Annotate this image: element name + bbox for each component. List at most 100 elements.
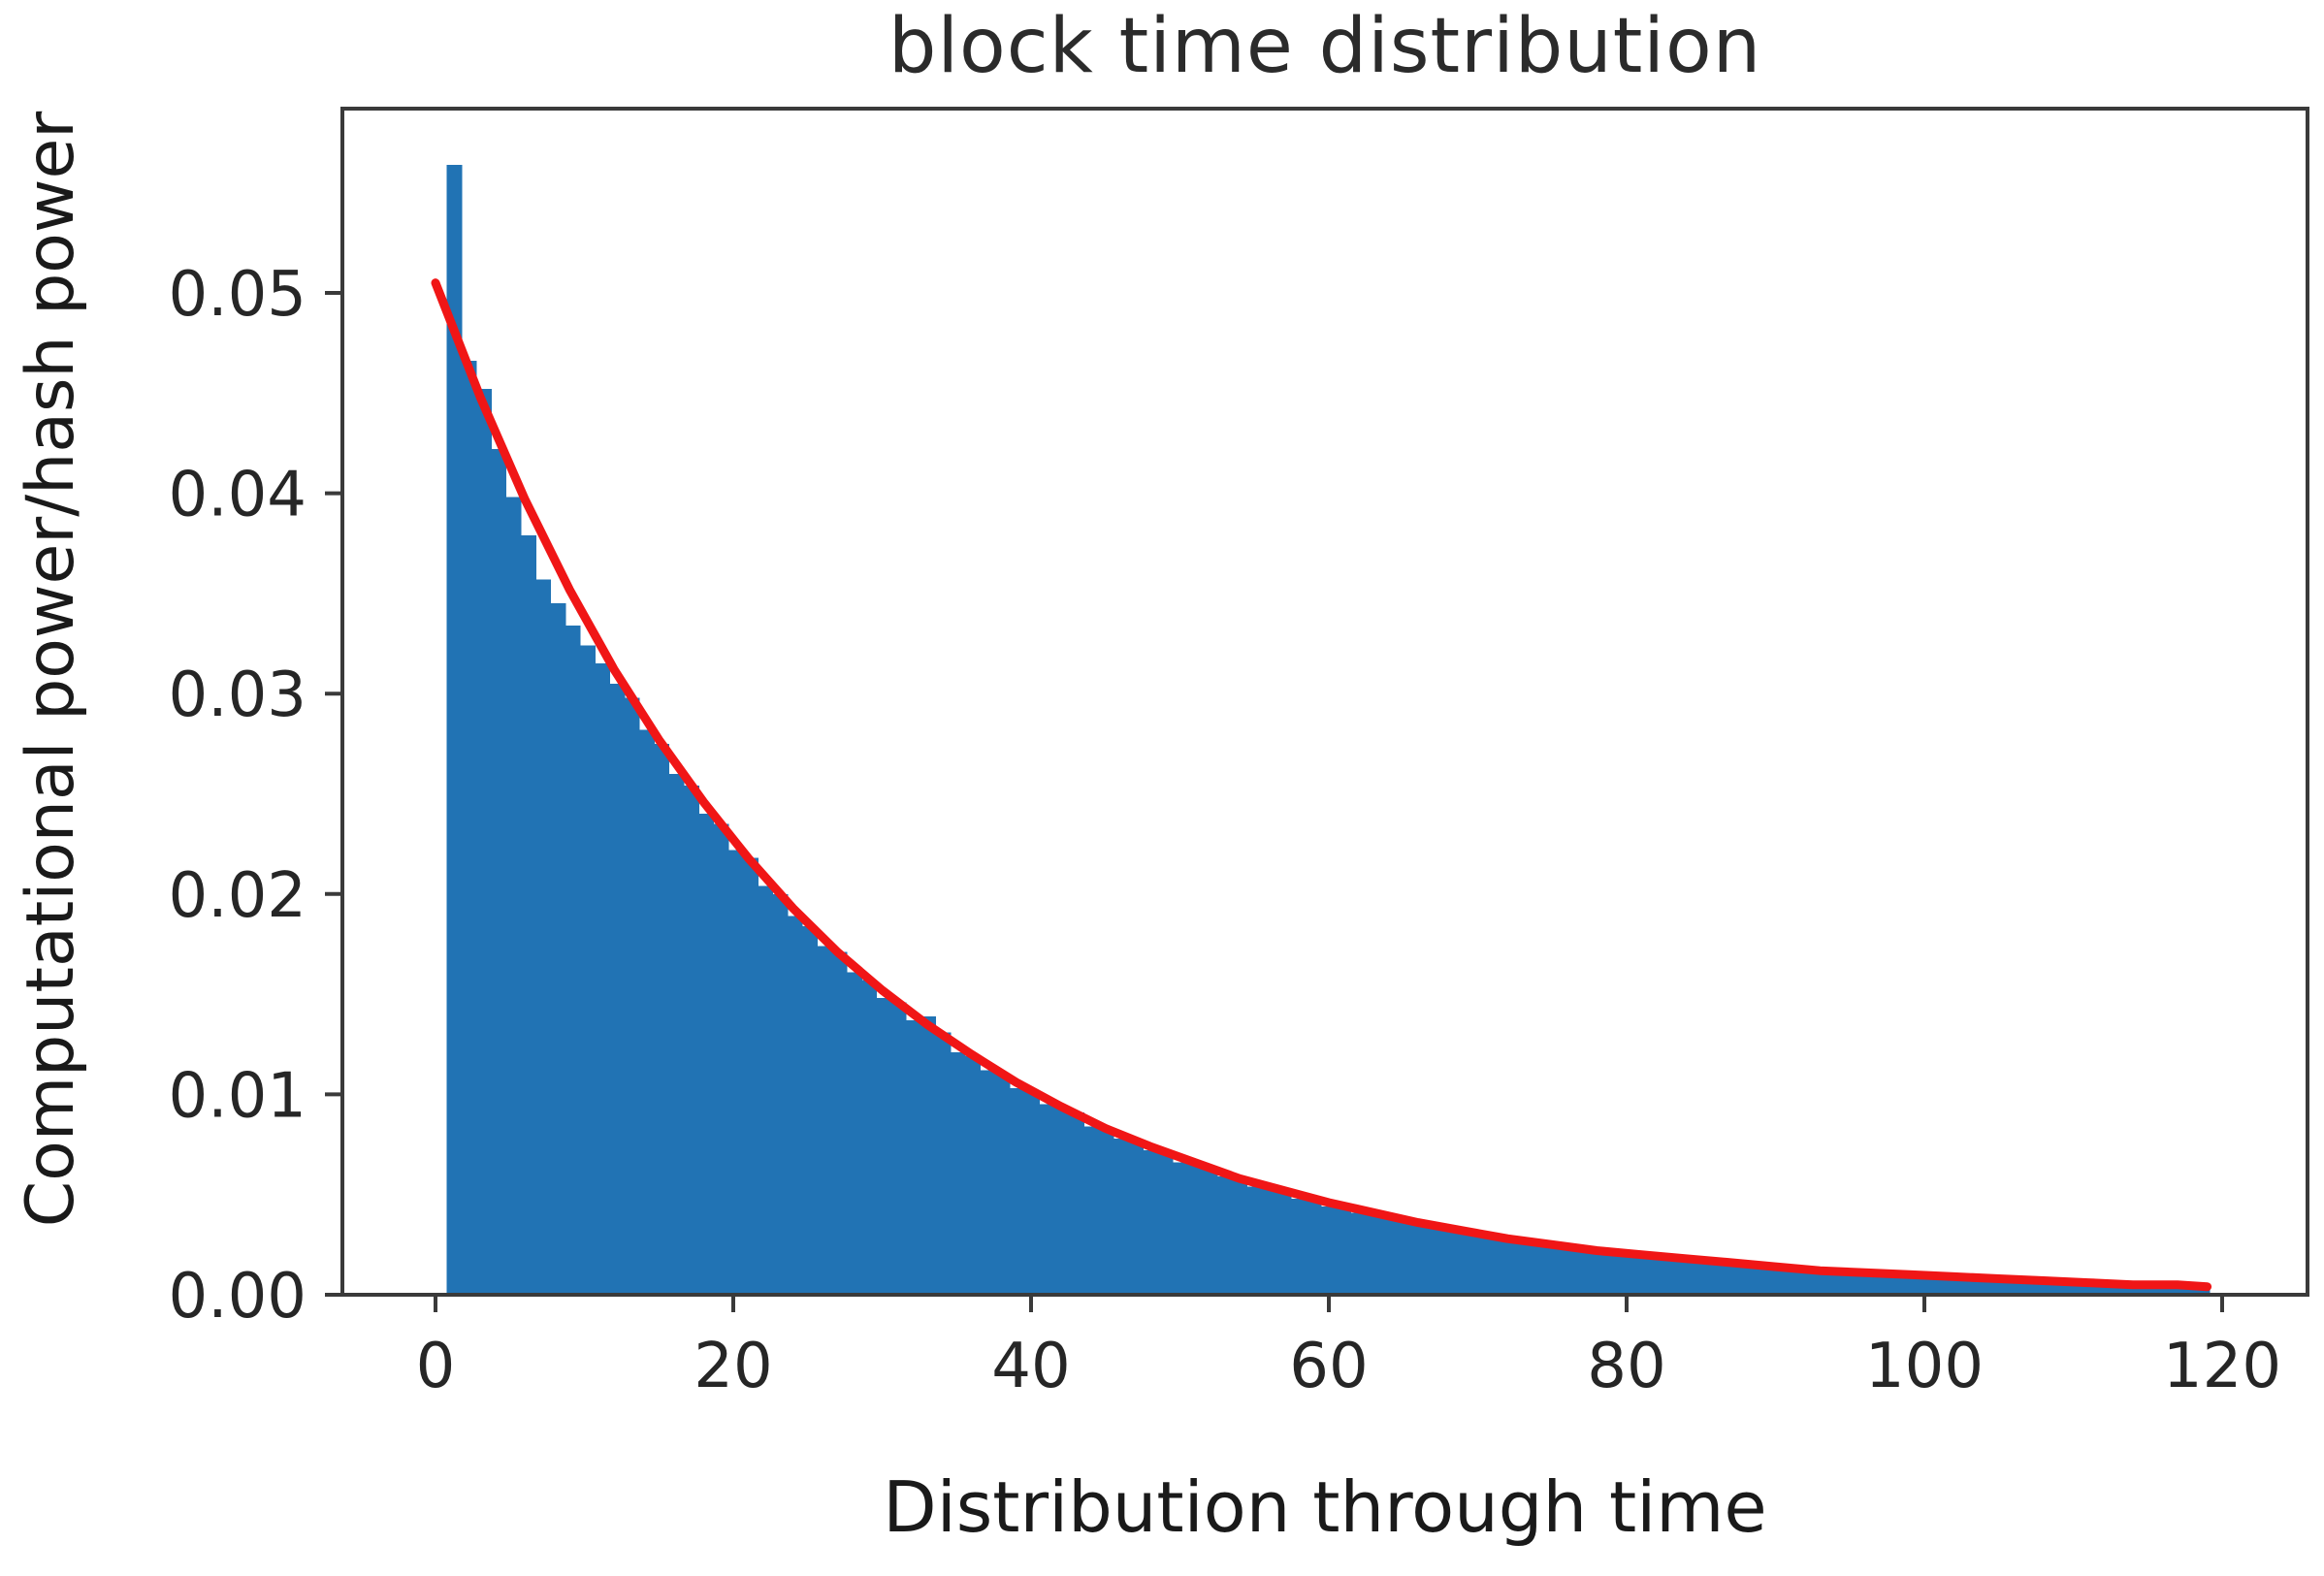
histogram-bar <box>802 925 818 1295</box>
histogram-bar <box>1024 1090 1041 1295</box>
y-tick-label: 0.04 <box>169 460 307 531</box>
x-tick-label: 40 <box>991 1331 1070 1402</box>
histogram-bar <box>1320 1206 1337 1295</box>
histogram-bar <box>1083 1126 1100 1295</box>
x-axis-label: Distribution through time <box>883 1466 1767 1548</box>
x-tick-label: 0 <box>416 1331 456 1402</box>
histogram-bar <box>2135 1284 2151 1295</box>
histogram-bar <box>654 743 670 1295</box>
y-tick-label: 0.01 <box>169 1060 307 1132</box>
histogram-bar <box>1350 1212 1367 1295</box>
histogram-bar <box>505 497 522 1295</box>
histogram-bar <box>535 579 552 1295</box>
histogram-bar <box>446 164 463 1295</box>
histogram-bar <box>1750 1267 1766 1295</box>
histogram-bar <box>1839 1272 1856 1295</box>
histogram-bar <box>727 850 744 1295</box>
histogram-bar <box>1661 1258 1677 1295</box>
histogram-bar <box>1172 1162 1188 1295</box>
histogram-bar <box>1927 1276 1944 1295</box>
fit-curve <box>431 278 2212 1292</box>
histogram-bar <box>1794 1269 1811 1295</box>
histogram-bar <box>1691 1260 1707 1295</box>
histogram-bar <box>476 389 492 1295</box>
histogram-bar <box>846 972 862 1295</box>
histogram-bar <box>1395 1218 1410 1295</box>
histogram-bar <box>1721 1265 1736 1295</box>
x-tick-label: 100 <box>1865 1331 1984 1402</box>
histogram-bar <box>935 1032 952 1295</box>
histogram-bar <box>1335 1206 1351 1295</box>
y-tick-label: 0.05 <box>169 259 307 331</box>
histogram-bar <box>1854 1272 1870 1295</box>
histogram-bar <box>1069 1112 1084 1295</box>
histogram-bar <box>1246 1186 1263 1295</box>
histogram-bar <box>861 980 878 1295</box>
histogram-bar <box>1601 1252 1618 1295</box>
histogram-bar <box>2002 1280 2018 1295</box>
y-tick-label: 0.02 <box>169 860 307 932</box>
histogram-bar <box>1128 1140 1144 1295</box>
x-tick-label: 120 <box>2163 1331 2281 1402</box>
x-tick-label: 60 <box>1289 1331 1368 1402</box>
histogram-bar <box>1572 1248 1589 1295</box>
histogram-bar <box>1913 1276 1929 1295</box>
histogram-bar <box>1261 1186 1277 1295</box>
histogram-bar <box>624 697 640 1295</box>
histogram-bar <box>2047 1282 2062 1295</box>
histogram-bar <box>1898 1274 1915 1295</box>
histogram-bar <box>920 1015 937 1295</box>
histogram-bar <box>609 683 626 1295</box>
y-tick-label: 0.03 <box>169 659 307 731</box>
histogram-bar <box>1780 1269 1795 1295</box>
histogram-bar <box>1469 1233 1485 1295</box>
histogram-bar <box>1379 1218 1396 1295</box>
histogram-bar <box>1558 1246 1573 1295</box>
histogram-bar <box>1705 1262 1722 1295</box>
plot-border <box>340 107 2309 1297</box>
histogram-bar <box>743 857 759 1295</box>
histogram-bar <box>831 951 848 1295</box>
histogram-bar <box>980 1070 996 1295</box>
histogram-bar <box>906 1020 921 1295</box>
histogram-bar <box>565 626 581 1295</box>
histogram-bar <box>1202 1166 1218 1295</box>
histogram-bar <box>1053 1106 1070 1295</box>
histogram-bar <box>491 449 507 1296</box>
histogram-bar <box>876 998 892 1295</box>
histogram-bar <box>1972 1278 1988 1295</box>
histogram-bar <box>1542 1244 1559 1295</box>
histogram-bar <box>1824 1270 1840 1295</box>
histogram-bar <box>639 729 655 1295</box>
histogram-bar <box>1884 1274 1899 1295</box>
histogram-bar <box>1438 1230 1455 1295</box>
histogram-bar <box>1587 1250 1603 1295</box>
histogram-bar <box>1143 1150 1159 1295</box>
histogram-bar <box>595 663 611 1295</box>
histogram-bar <box>1365 1212 1381 1295</box>
histogram-bar <box>1409 1224 1426 1295</box>
histogram-bar <box>1483 1237 1500 1295</box>
histogram-bar <box>1809 1270 1825 1295</box>
histogram-bar <box>890 1002 907 1295</box>
x-tick-label: 20 <box>694 1331 772 1402</box>
histogram-bar <box>994 1074 1011 1295</box>
histogram-bar <box>1454 1230 1469 1295</box>
histogram-bar <box>668 773 685 1295</box>
y-tick-label: 0.00 <box>169 1261 307 1333</box>
histogram-bar <box>1098 1128 1114 1295</box>
histogram-bar <box>698 814 715 1295</box>
histogram-bar <box>2165 1284 2181 1295</box>
histogram-bar <box>2149 1284 2166 1295</box>
histogram-bar <box>1424 1224 1440 1295</box>
histogram-bar <box>787 916 803 1295</box>
histogram-bar <box>1617 1252 1632 1295</box>
histogram-bar <box>1009 1088 1025 1295</box>
histogram-bar <box>1646 1256 1662 1295</box>
histogram-bar <box>683 786 699 1295</box>
histogram-bar <box>1868 1274 1885 1295</box>
histogram-bar <box>1676 1258 1693 1295</box>
histogram-bar <box>520 535 536 1295</box>
histogram-bar <box>1631 1254 1648 1295</box>
